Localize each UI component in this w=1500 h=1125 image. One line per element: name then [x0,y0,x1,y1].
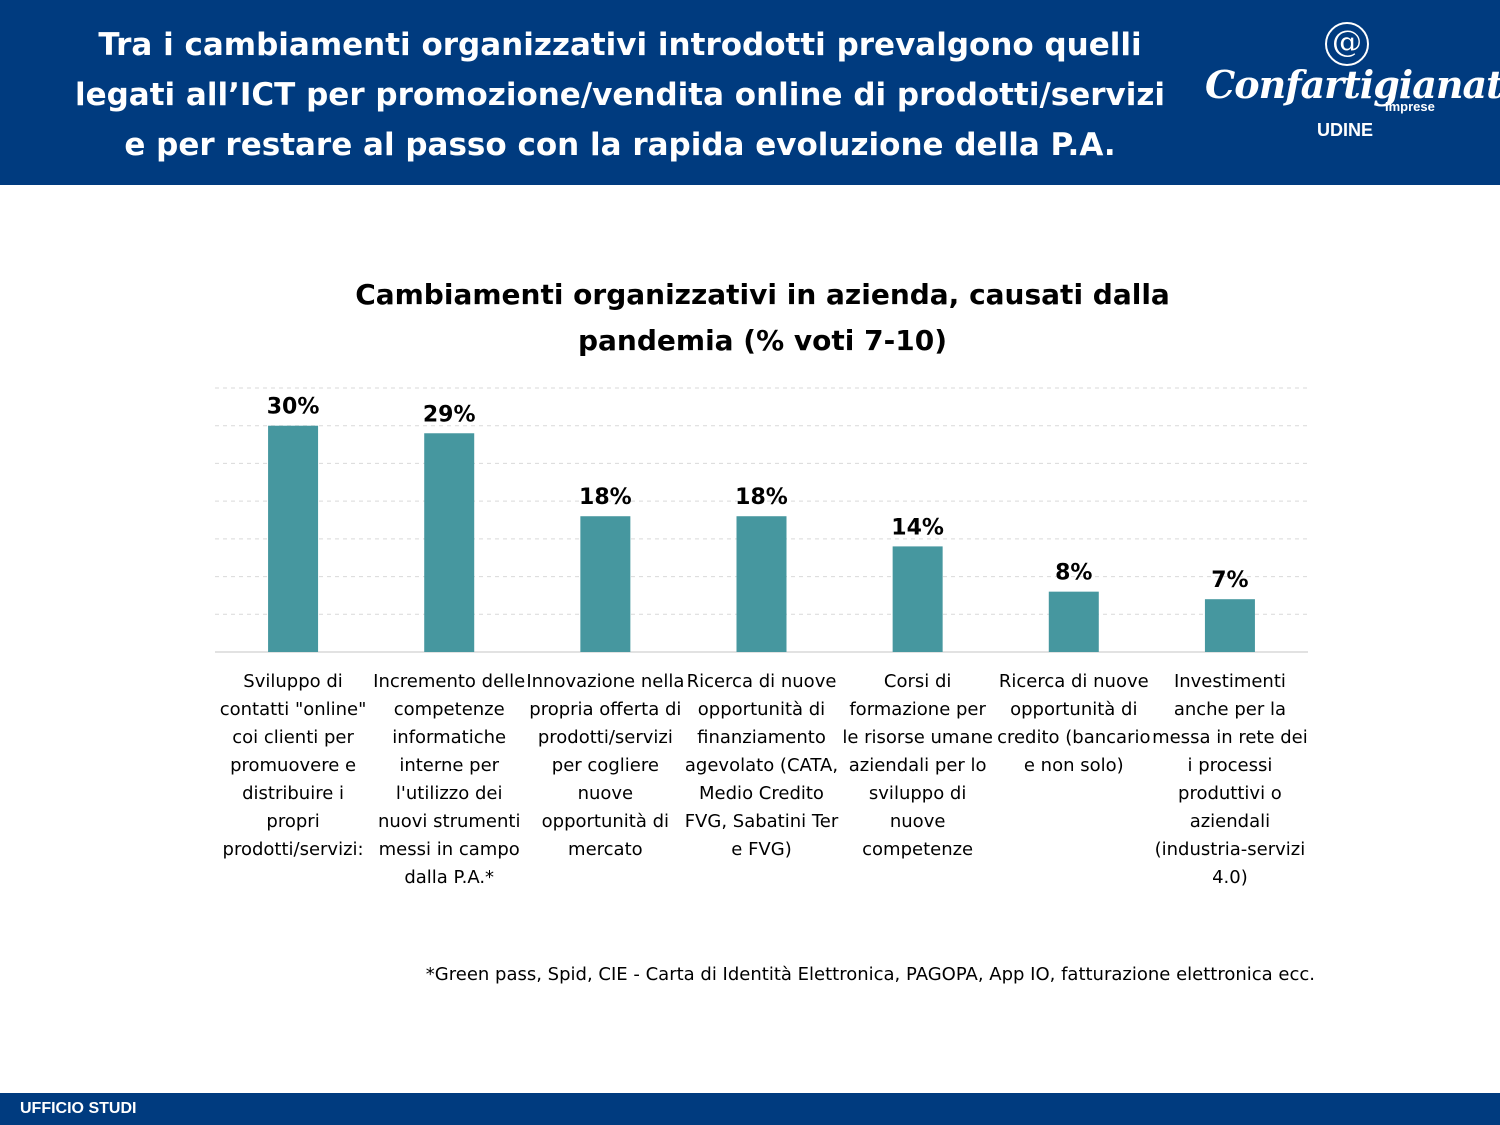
data-label: 8% [1055,561,1092,586]
footer-label: UFFICIO STUDI [20,1100,137,1117]
bar [892,546,943,652]
data-label: 29% [423,402,476,427]
page-title: Tra i cambiamenti organizzativi introdot… [74,27,1166,163]
logo-sub: Imprese [1385,99,1435,114]
category-label: Ricerca di nuove opportunità di finanzia… [684,671,839,860]
data-label: 7% [1211,568,1248,593]
category-label: Corsi di formazione per le risorse umane… [842,671,993,860]
bar [1204,599,1255,652]
logo-brand: Confartigianato [1205,62,1500,107]
footnote: *Green pass, Spid, CIE - Carta di Identi… [425,964,1315,985]
data-label: 18% [579,485,632,510]
bar [1048,591,1099,652]
footer-bar: UFFICIO STUDI [0,1093,1500,1125]
data-label: 18% [735,485,788,510]
category-label: Investimenti anche per la messa in rete … [1152,671,1308,888]
category-label: Incremento delle competenze informatiche… [373,671,526,888]
category-label: Ricerca di nuove opportunità di credito … [997,671,1151,776]
logo-at-symbol: @ [1325,22,1369,66]
data-label: 30% [267,395,320,420]
bar [580,516,631,652]
category-label: Innovazione nella propria offerta di pro… [526,671,685,860]
header-banner: Tra i cambiamenti organizzativi introdot… [0,0,1500,185]
data-label: 14% [891,515,944,540]
bar [424,433,475,652]
logo-location: UDINE [1316,120,1373,140]
chart-title: Cambiamenti organizzativi in azienda, ca… [355,278,1170,357]
bar [736,516,787,652]
confartigianato-logo: @ Confartigianato Imprese UDINE [1205,18,1500,148]
category-label: Sviluppo di contatti "online" coi client… [219,671,367,860]
bar [268,425,319,652]
